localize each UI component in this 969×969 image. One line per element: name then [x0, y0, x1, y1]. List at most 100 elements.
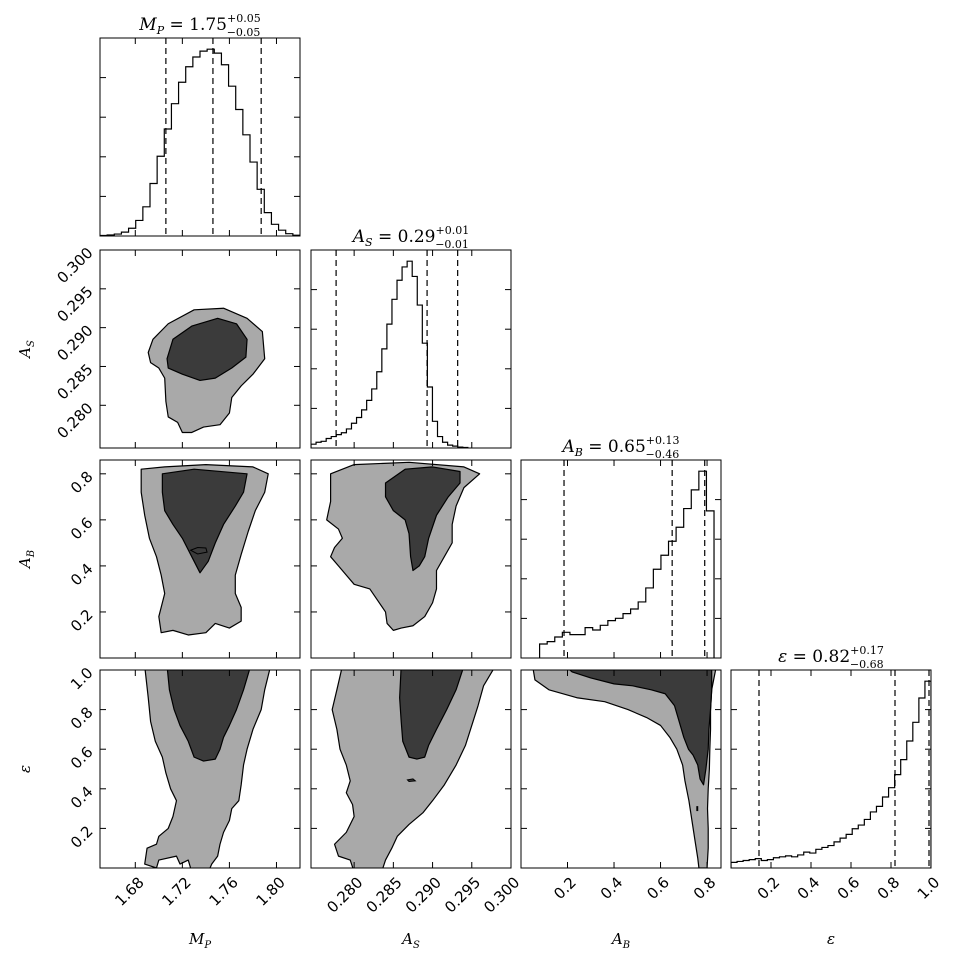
symbol-sub: B	[26, 550, 37, 558]
title-plus: +0.17	[850, 644, 884, 657]
hist-bars-AS	[311, 260, 469, 448]
title-minus: −0.01	[435, 238, 469, 251]
hist-clip	[731, 670, 931, 868]
x-axis-label-eps: ε	[827, 930, 835, 948]
title-sub: S	[365, 236, 373, 249]
contour-panel-AB_vs_AS	[310, 459, 512, 659]
contour-inner	[166, 317, 248, 382]
contour-blob	[696, 806, 699, 812]
symbol: A	[400, 930, 413, 948]
symbol: A	[16, 347, 34, 360]
y-axis-label-AB: AB	[16, 550, 37, 570]
hist-frame	[99, 37, 301, 237]
hist-clip	[311, 250, 469, 448]
y-tick-label: 0.2	[67, 822, 97, 852]
contour-inner	[166, 670, 251, 762]
hist-panel-MP: MP = 1.75+0.05 −0.05	[99, 12, 301, 237]
contour-inner	[384, 466, 461, 572]
y-tick-label: 0.2	[67, 606, 97, 636]
y-axis-label-eps: ε	[16, 765, 34, 773]
y-tick-label: 0.290	[53, 321, 96, 364]
x-tick-label: 1.68	[111, 873, 147, 909]
symbol-sub: P	[203, 940, 211, 951]
contour-panel-eps_vs_AB: 0.2 0.4 0.6 0.8	[520, 669, 722, 903]
hist-clip	[539, 460, 715, 658]
title-symbol: ε	[778, 647, 787, 667]
contour-clip	[532, 670, 717, 868]
hist-panel-AS: AS = 0.29+0.01 −0.01	[310, 224, 512, 449]
x-tick-label: 0.8	[874, 873, 904, 903]
contour-blob	[189, 546, 208, 555]
y-axis-label-AS: AS	[16, 340, 37, 360]
x-tick-label: 0.2	[550, 873, 580, 903]
hist-title-AB: AB = 0.65+0.13 −0.46	[561, 434, 680, 461]
contour-frame	[99, 459, 301, 659]
x-tick-label: 1.80	[252, 873, 288, 909]
hist-panel-AB: AB = 0.65+0.13 −0.46	[520, 434, 722, 659]
y-tick-label: 0.300	[53, 244, 96, 287]
title-symbol: A	[351, 227, 365, 247]
title-symbol: A	[561, 437, 575, 457]
symbol-sub: B	[622, 940, 630, 951]
hist-bars-eps	[731, 680, 931, 868]
x-tick-label: 0.285	[363, 873, 406, 916]
hist-panel-eps: 0.2 0.4 0.6 0.8 1.0 ε = 0.82+0.17 −0.68	[730, 644, 944, 903]
hist-title-eps: ε = 0.82+0.17 −0.68	[778, 644, 884, 671]
title-eq: = 1.75	[164, 15, 227, 35]
y-tick-label: 0.285	[53, 360, 96, 403]
title-plus: +0.13	[646, 434, 680, 447]
contour-inner	[568, 670, 713, 786]
x-tick-label: 0.295	[441, 873, 484, 916]
contour-panel-AB_vs_MP: 0.2 0.4 0.6 0.8	[67, 459, 301, 659]
x-axis-label-AB: AB	[610, 930, 630, 951]
symbol-sub: S	[413, 940, 420, 951]
hist-bars-MP	[100, 48, 300, 236]
x-tick-label: 0.2	[754, 873, 784, 903]
symbol-sub: S	[26, 340, 37, 347]
x-tick-label: 0.4	[794, 873, 824, 903]
hist-title-MP: MP = 1.75+0.05 −0.05	[138, 12, 260, 39]
y-tick-label: 0.4	[67, 560, 97, 590]
contour-blob	[406, 778, 417, 782]
x-axis-label-AS: AS	[400, 930, 420, 951]
contour-inner	[161, 468, 248, 574]
title-symbol: M	[138, 15, 157, 35]
y-tick-label: 0.295	[53, 283, 96, 326]
y-tick-label: 0.6	[67, 514, 97, 544]
x-tick-label: 1.0	[914, 873, 944, 903]
y-tick-label: 0.8	[67, 703, 97, 733]
contour-outer	[331, 670, 494, 868]
x-tick-label: 0.8	[690, 873, 720, 903]
y-tick-label: 0.280	[53, 399, 96, 442]
contour-frame	[310, 669, 512, 869]
y-tick-label: 0.6	[67, 743, 97, 773]
title-eq: = 0.82	[787, 647, 850, 667]
hist-frame	[730, 669, 932, 869]
title-sub: P	[156, 24, 165, 37]
contour-frame	[520, 669, 722, 869]
x-tick-label: 0.6	[834, 873, 864, 903]
title-sub: B	[574, 446, 583, 459]
title-plus: +0.01	[436, 224, 470, 237]
symbol: ε	[16, 765, 34, 773]
title-minus: −0.46	[646, 448, 680, 461]
contour-panel-eps_vs_MP: 1.68 1.72 1.76 1.80 0.2 0.4 0.6 0.8 1.0	[67, 664, 301, 910]
symbol: ε	[827, 930, 835, 948]
symbol: M	[188, 930, 205, 948]
x-tick-label: 1.76	[205, 873, 241, 909]
contour-clip	[144, 670, 271, 868]
title-plus: +0.05	[227, 12, 261, 25]
contour-outer	[532, 670, 717, 868]
x-tick-label: 0.300	[480, 873, 523, 916]
y-tick-label: 1.0	[67, 664, 97, 694]
contour-clip	[326, 461, 481, 631]
x-axis-label-MP: MP	[188, 930, 211, 951]
x-tick-label: 0.290	[402, 873, 445, 916]
y-tick-label: 0.8	[67, 468, 97, 498]
title-minus: −0.05	[227, 26, 261, 39]
title-minus: −0.68	[850, 658, 884, 671]
contour-clip	[140, 464, 269, 636]
